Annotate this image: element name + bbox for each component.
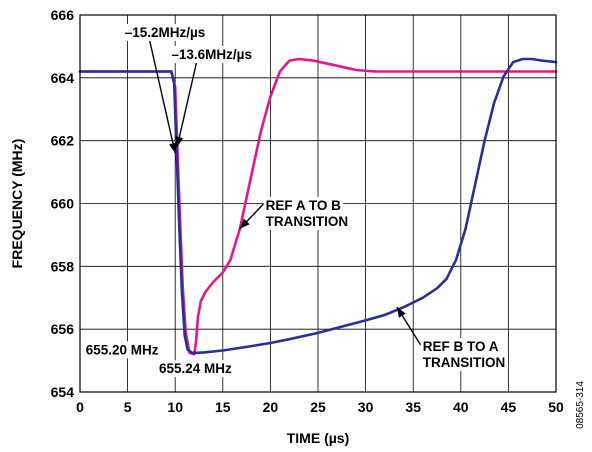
annotation-arrow-head [175, 136, 184, 147]
x-tick-label: 15 [215, 399, 231, 415]
y-tick-label: 658 [51, 258, 75, 274]
annotation-arrow-head [397, 307, 406, 318]
annotation-label: REF B TO A [423, 339, 499, 354]
x-tick-label: 10 [167, 399, 183, 415]
annotation-label-bg [122, 23, 208, 41]
annotation-label: TRANSITION [423, 355, 506, 370]
annotation-label-bg [420, 338, 501, 356]
x-tick-label: 20 [263, 399, 279, 415]
x-tick-label: 5 [124, 399, 132, 415]
plot-frame [79, 14, 557, 393]
annotation-label: 655.24 MHz [159, 361, 232, 376]
annotation-label-bg [169, 45, 254, 63]
x-tick-label: 25 [310, 399, 326, 415]
annotation-arrow-head [169, 142, 177, 154]
annotation-label-bg [420, 354, 508, 372]
y-tick-label: 656 [51, 321, 75, 337]
y-axis-label: FREQUENCY (MHz) [9, 139, 25, 269]
annotation-label: 655.20 MHz [86, 342, 159, 357]
x-tick-label: 35 [405, 399, 421, 415]
x-axis-label: TIME (µs) [287, 430, 350, 446]
x-tick-label: 30 [358, 399, 374, 415]
y-tick-label: 654 [51, 384, 75, 400]
annotation-label-bg [263, 212, 351, 230]
x-tick-label: 40 [453, 399, 469, 415]
y-tick-label: 666 [51, 7, 75, 23]
x-tick-label: 50 [548, 399, 564, 415]
annotation-arrow-line [149, 40, 176, 154]
series-line-1 [78, 57, 558, 355]
x-tick-label: 45 [501, 399, 517, 415]
annotation-label: –13.6MHz/µs [171, 47, 252, 62]
tick-labels: 0 5 10 15 20 25 30 35 40 45 50 654 656 658 660 662 664 66… [51, 7, 564, 415]
y-tick-label: 662 [51, 133, 75, 149]
annotation-label: –15.2MHz/µs [125, 25, 206, 40]
series-layer [78, 57, 558, 356]
annotation-label: REF A TO B [266, 198, 342, 213]
annotation-arrow-head [239, 218, 250, 229]
annotation-label-bg [157, 360, 235, 378]
y-tick-label: 660 [51, 196, 75, 212]
figure-id: 08565-314 [575, 381, 586, 429]
annotation-arrow-line [176, 62, 198, 148]
annotation-label-bg [263, 196, 344, 214]
annotation-label-bg [83, 341, 161, 359]
annotation-label: TRANSITION [266, 214, 349, 229]
x-tick-label: 0 [76, 399, 84, 415]
y-tick-label: 664 [51, 70, 75, 86]
